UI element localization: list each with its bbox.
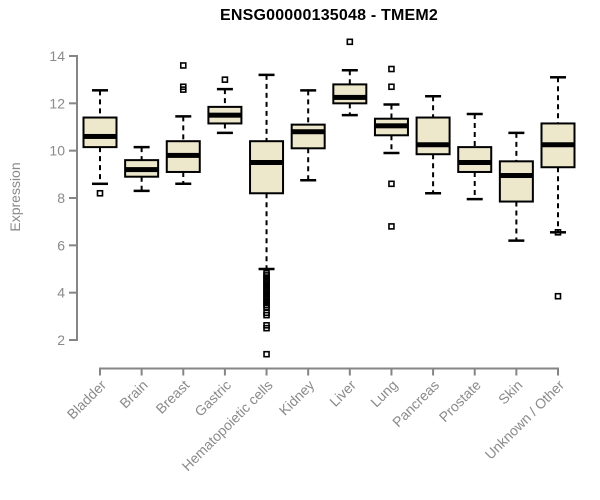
iqr-box xyxy=(82,116,118,149)
iqr-box xyxy=(498,160,534,203)
x-category-label: Unknown / Other xyxy=(482,377,568,463)
median-line xyxy=(374,123,408,129)
y-tick-label: 10 xyxy=(49,143,65,159)
x-category-label: Kidney xyxy=(276,377,318,419)
x-category-label: Breast xyxy=(152,377,192,417)
outlier-point xyxy=(263,350,270,358)
iqr-box xyxy=(290,123,326,150)
outlier-point xyxy=(96,189,104,197)
boxplot-breast xyxy=(165,62,201,186)
outlier-point xyxy=(388,223,395,230)
boxplot-bladder xyxy=(82,89,118,197)
median-line xyxy=(208,112,242,118)
x-category-label: Lung xyxy=(367,377,400,410)
outlier-point xyxy=(263,311,270,319)
chart-title: ENSG00000135048 - TMEM2 xyxy=(219,7,439,24)
median-line xyxy=(166,152,200,158)
median-line xyxy=(458,160,492,165)
median-line xyxy=(291,129,325,135)
median-line xyxy=(541,142,575,148)
median-line xyxy=(416,142,450,148)
x-category-label: Liver xyxy=(326,377,359,410)
boxplot-kidney xyxy=(290,89,326,182)
median-line xyxy=(83,133,117,139)
median-line xyxy=(125,167,159,173)
outlier-point xyxy=(221,76,229,83)
y-tick-label: 12 xyxy=(49,95,65,111)
y-tick-label: 4 xyxy=(57,285,65,301)
outlier-point xyxy=(263,324,270,332)
outlier-point xyxy=(346,38,354,46)
outlier-point xyxy=(179,62,187,69)
y-tick-label: 14 xyxy=(49,48,65,64)
outlier-point xyxy=(554,292,562,300)
iqr-box xyxy=(415,116,451,156)
iqr-box xyxy=(249,140,285,195)
boxplot-skin xyxy=(498,131,534,242)
outlier-point xyxy=(554,229,562,236)
boxplot-prostate xyxy=(457,112,493,201)
boxplot-unknown-other xyxy=(540,76,576,300)
y-tick-label: 2 xyxy=(57,332,65,348)
y-tick-label: 8 xyxy=(57,190,65,206)
iqr-box xyxy=(457,146,493,173)
outlier-point xyxy=(388,65,395,73)
median-line xyxy=(250,160,284,165)
boxplot-hematopoietic-cells xyxy=(249,73,285,358)
boxplot-liver xyxy=(332,38,368,117)
boxplot-lung xyxy=(373,65,409,230)
x-category-label: Bladder xyxy=(64,377,110,423)
iqr-box xyxy=(332,83,368,105)
median-line xyxy=(333,94,367,100)
outlier-point xyxy=(388,180,395,188)
outlier-point xyxy=(388,83,395,91)
boxplot-pancreas xyxy=(415,94,451,195)
boxplot-brain xyxy=(124,145,160,193)
median-line xyxy=(499,173,533,179)
x-category-label: Skin xyxy=(495,377,526,408)
y-tick-label: 6 xyxy=(57,237,65,253)
x-category-label: Prostate xyxy=(436,377,484,425)
outlier-point xyxy=(179,86,187,93)
x-category-label: Brain xyxy=(116,377,150,411)
boxplot-gastric xyxy=(207,76,243,135)
